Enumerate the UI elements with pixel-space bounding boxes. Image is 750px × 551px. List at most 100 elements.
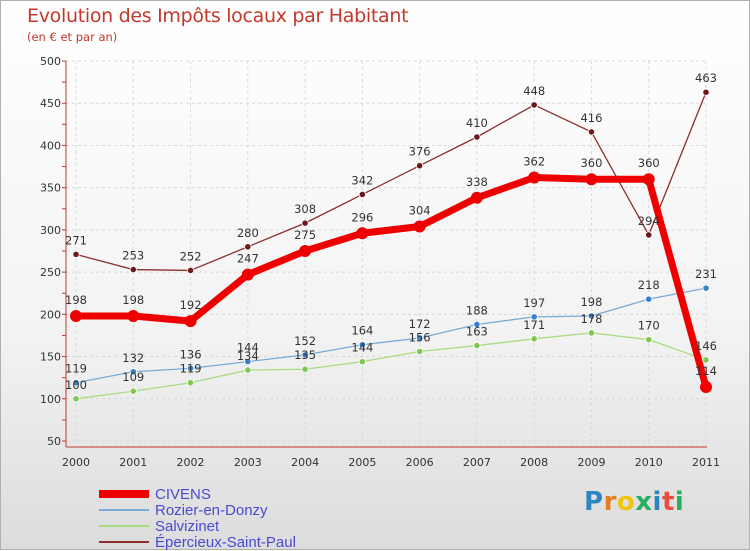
- data-point: [356, 227, 369, 240]
- data-label: 360: [580, 156, 602, 170]
- legend-label-rozier-en-donzy: Rozier-en-Donzy: [155, 501, 268, 519]
- data-point: [642, 173, 655, 186]
- data-label: 134: [237, 349, 259, 363]
- legend-swatch-salvizinet: [99, 525, 149, 527]
- data-label: 109: [122, 370, 144, 384]
- data-point: [528, 171, 541, 184]
- data-labels: 271 253 252 280 308 342 376 410 448 416 294 463 100 1…: [65, 71, 717, 392]
- data-label: 247: [237, 252, 259, 266]
- data-label: 253: [122, 249, 144, 263]
- x-tick-label: 2004: [291, 456, 319, 469]
- data-point: [587, 329, 596, 337]
- logo-letter: x: [635, 487, 653, 517]
- legend-item-civens: CIVENS: [99, 485, 296, 503]
- y-tick-label: 400: [40, 139, 61, 152]
- data-label: 132: [122, 351, 144, 365]
- data-label: 252: [180, 249, 202, 263]
- data-label: 192: [180, 298, 202, 312]
- x-tick-label: 2003: [234, 456, 262, 469]
- data-point: [416, 347, 424, 356]
- data-point: [702, 356, 710, 364]
- data-point: [72, 379, 80, 387]
- x-tick-label: 2000: [62, 456, 90, 469]
- logo-letter: r: [603, 487, 617, 517]
- data-point: [358, 190, 366, 199]
- logo-letter: i: [652, 487, 662, 517]
- data-label: 271: [65, 233, 87, 247]
- data-point: [416, 334, 424, 342]
- data-point: [186, 266, 195, 275]
- data-point: [473, 320, 481, 329]
- data-point: [645, 336, 653, 344]
- x-tick-label: 2006: [406, 456, 434, 469]
- legend-swatch-rozier-en-donzy: [99, 509, 149, 511]
- data-label: 198: [65, 293, 87, 307]
- data-label: 198: [122, 293, 144, 307]
- data-point: [72, 250, 80, 258]
- data-label: 376: [409, 145, 431, 159]
- data-point: [72, 395, 80, 403]
- data-label: 119: [65, 362, 87, 376]
- data-point: [244, 243, 252, 251]
- data-point: [413, 220, 426, 233]
- data-label: 172: [409, 317, 431, 331]
- data-label: 188: [466, 303, 488, 317]
- data-label: 144: [351, 341, 373, 355]
- legend-item-rozier-en-donzy: Rozier-en-Donzy: [99, 501, 296, 519]
- data-point: [645, 295, 653, 303]
- x-tick-label: 2002: [177, 456, 205, 469]
- data-point: [530, 335, 538, 343]
- x-tick-label: 2011: [692, 456, 720, 469]
- data-label: 218: [638, 278, 660, 292]
- y-tick-label: 300: [40, 224, 61, 237]
- data-label: 119: [180, 362, 202, 376]
- legend-label-salvizinet: Salvizinet: [155, 517, 220, 535]
- y-tick-label: 350: [40, 182, 61, 195]
- data-label: 342: [351, 173, 373, 187]
- data-label: 294: [638, 214, 660, 228]
- data-point: [702, 88, 710, 96]
- legend-label-civens: CIVENS: [155, 485, 211, 503]
- data-label: 231: [695, 267, 717, 281]
- data-point: [129, 368, 137, 376]
- data-label: 146: [695, 339, 717, 353]
- legend-swatch-civens: [99, 490, 149, 498]
- series-line-salvizinet: [75, 332, 707, 400]
- data-label: 100: [65, 378, 87, 392]
- data-point: [473, 341, 481, 350]
- data-point: [244, 366, 252, 374]
- legend-item-epercieux-saint-paul: Épercieux-Saint-Paul: [99, 533, 296, 551]
- data-label: 170: [638, 319, 660, 333]
- data-point: [358, 358, 366, 366]
- y-tick-label: 450: [40, 97, 61, 110]
- legend-label-epercieux-saint-paul: Épercieux-Saint-Paul: [155, 533, 296, 551]
- y-tick-label: 200: [40, 308, 61, 321]
- data-point: [587, 312, 596, 320]
- data-label: 410: [466, 116, 488, 130]
- y-tick-label: 500: [40, 55, 61, 68]
- data-label: 198: [580, 295, 602, 309]
- data-label: 163: [466, 325, 488, 339]
- data-label: 171: [523, 318, 545, 332]
- data-point: [184, 315, 197, 328]
- data-point: [186, 364, 195, 372]
- data-point: [470, 191, 483, 204]
- data-label: 296: [351, 210, 373, 224]
- data-label: 156: [409, 330, 431, 344]
- grid: [66, 60, 707, 447]
- data-point: [244, 358, 252, 366]
- x-tick-label: 2007: [463, 456, 491, 469]
- logo-letter: i: [674, 487, 685, 517]
- y-tick-label: 250: [40, 266, 61, 279]
- data-label: 144: [237, 341, 259, 355]
- data-label: 114: [695, 364, 717, 378]
- data-label: 178: [580, 312, 602, 326]
- data-label: 135: [294, 348, 316, 362]
- legend: CIVENS Rozier-en-Donzy Salvizinet Éperci…: [99, 485, 296, 551]
- series-line--percieux-saint-paul: [75, 91, 707, 272]
- data-point: [299, 245, 312, 257]
- data-point: [530, 313, 538, 321]
- x-tick-label: 2010: [635, 456, 663, 469]
- data-point: [416, 162, 424, 170]
